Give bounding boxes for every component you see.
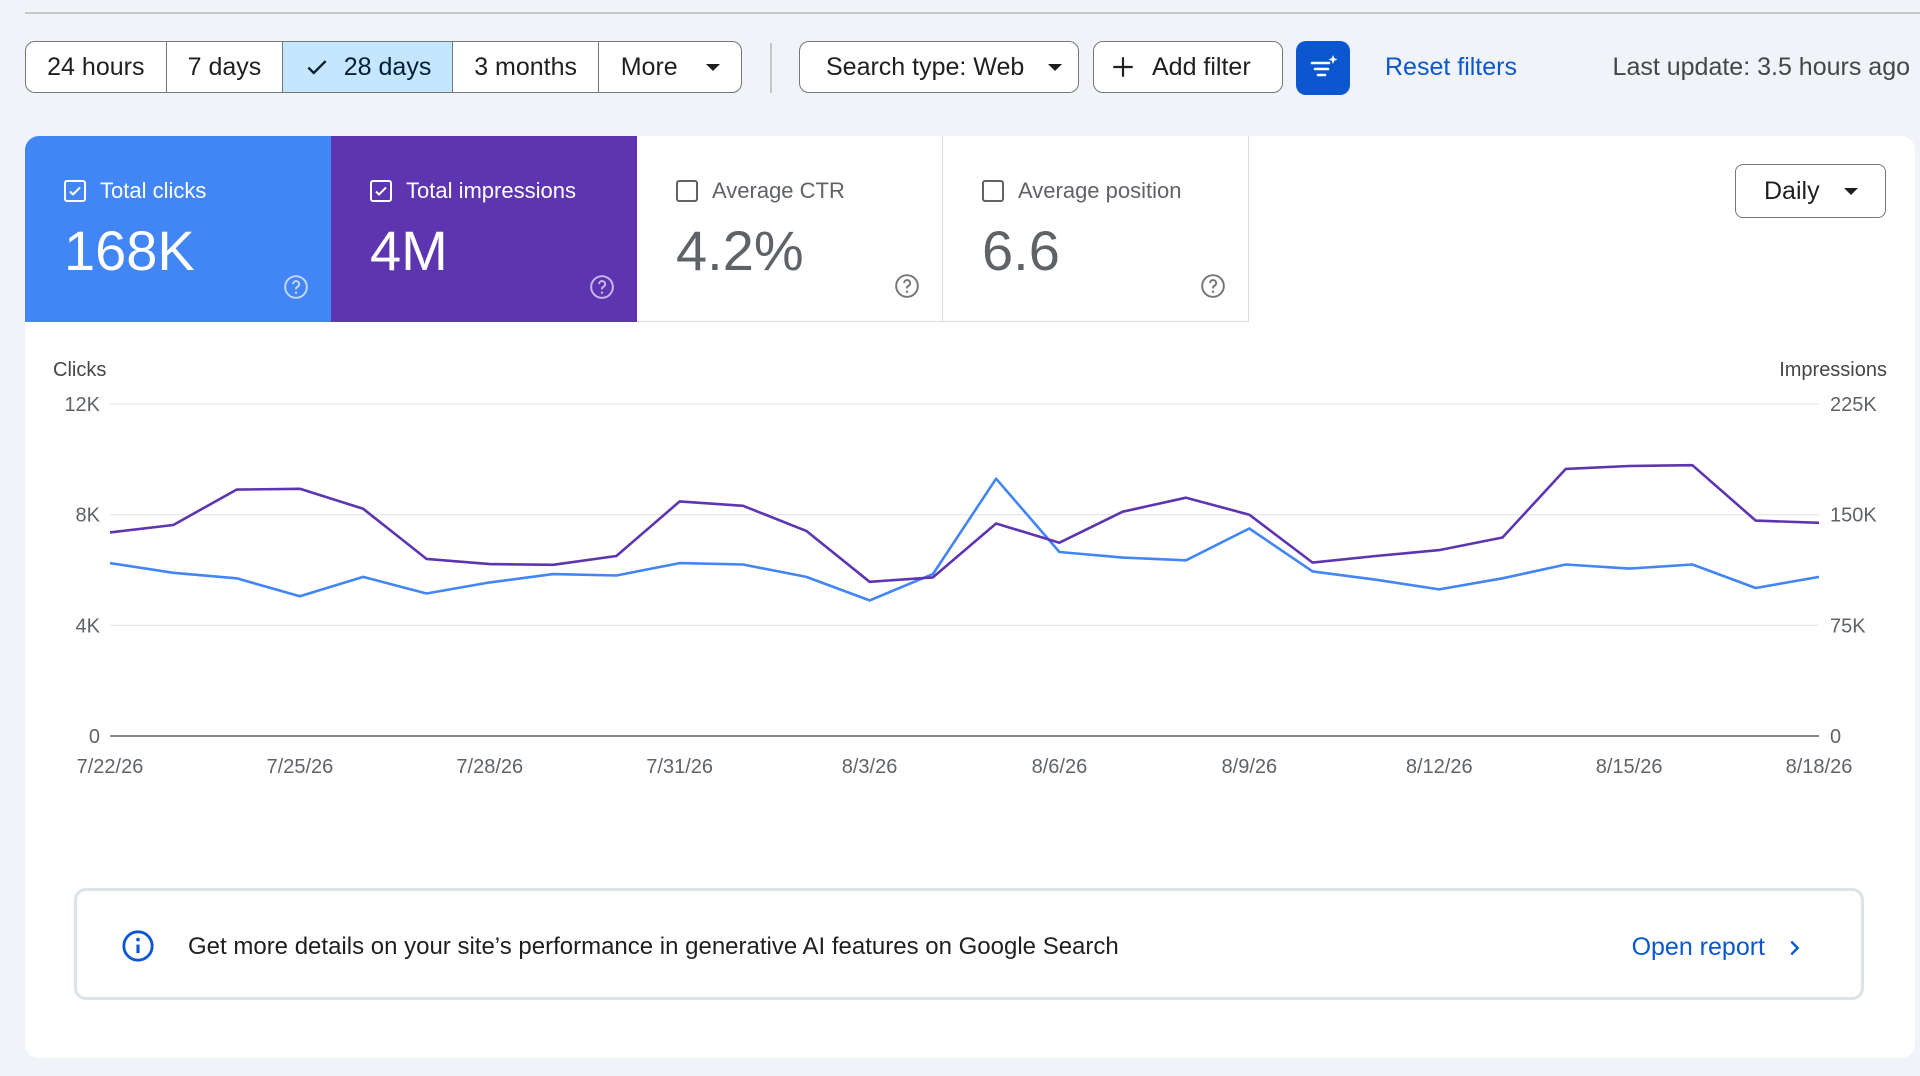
checkbox-unchecked-icon[interactable] xyxy=(982,180,1004,202)
date-range-selector: 24 hours 7 days 28 days 3 months More xyxy=(25,41,742,93)
range-label: 24 hours xyxy=(47,52,145,81)
metric-value: 168K xyxy=(64,219,195,282)
granularity-dropdown[interactable]: Daily xyxy=(1735,164,1886,218)
top-divider xyxy=(25,12,1920,14)
filter-sparkle-icon xyxy=(1310,55,1338,77)
performance-chart[interactable]: Clicks Impressions 0 0 4K 75K 8K 150K 12K 225K 7/2… xyxy=(25,136,1915,836)
chevron-down-icon xyxy=(1048,63,1063,71)
last-update-text: Last update: 3.5 hours ago xyxy=(1612,53,1910,81)
add-filter-label: Add filter xyxy=(1152,52,1251,81)
chevron-right-icon xyxy=(1790,940,1800,955)
toolbar-separator xyxy=(770,43,772,93)
series-line-clicks xyxy=(109,477,1820,602)
x-tick-label: 8/6/26 xyxy=(1032,756,1088,778)
metric-value: 6.6 xyxy=(982,219,1060,282)
checkbox-checked-icon[interactable] xyxy=(370,180,392,202)
y-tick-right: 0 xyxy=(1830,726,1841,748)
range-3-months-button[interactable]: 3 months xyxy=(453,42,600,92)
metric-label: Total clicks xyxy=(100,178,207,203)
checkbox-checked-icon[interactable] xyxy=(64,180,86,202)
search-type-dropdown[interactable]: Search type: Web xyxy=(799,41,1079,93)
range-28-days-button[interactable]: 28 days xyxy=(283,42,453,92)
range-label: 3 months xyxy=(474,52,578,81)
range-24-hours-button[interactable]: 24 hours xyxy=(26,42,167,92)
metric-average-ctr[interactable]: Average CTR 4.2% xyxy=(637,136,943,322)
more-label: More xyxy=(620,52,678,81)
chevron-down-icon xyxy=(1843,187,1858,195)
add-filter-button[interactable]: Add filter xyxy=(1093,41,1283,93)
x-tick-label: 7/22/26 xyxy=(77,756,144,778)
info-icon xyxy=(122,930,154,962)
reset-filters-link[interactable]: Reset filters xyxy=(1385,53,1517,81)
left-axis-title: Clicks xyxy=(53,359,106,381)
open-report-link[interactable]: Open report xyxy=(1632,933,1805,962)
x-tick-label: 7/28/26 xyxy=(456,756,523,778)
y-tick-right: 75K xyxy=(1830,615,1866,637)
x-tick-label: 7/31/26 xyxy=(646,756,713,778)
x-tick-label: 8/15/26 xyxy=(1596,756,1663,778)
open-report-label: Open report xyxy=(1631,933,1765,961)
help-icon[interactable] xyxy=(894,273,920,299)
banner-text: Get more details on your site’s performa… xyxy=(188,933,1119,960)
x-tick-label: 8/9/26 xyxy=(1222,756,1278,778)
filter-bar: 24 hours 7 days 28 days 3 months More Se… xyxy=(25,41,1920,95)
metric-value: 4.2% xyxy=(676,219,804,282)
series-line-impressions xyxy=(109,463,1820,584)
granularity-label: Daily xyxy=(1764,176,1820,205)
checkbox-unchecked-icon[interactable] xyxy=(676,180,698,202)
y-tick-left: 8K xyxy=(76,505,101,527)
ai-features-banner: Get more details on your site’s performa… xyxy=(74,888,1864,1000)
chevron-down-icon xyxy=(705,63,720,71)
y-tick-left: 4K xyxy=(76,615,101,637)
metric-average-position[interactable]: Average position 6.6 xyxy=(943,136,1249,322)
x-tick-label: 8/12/26 xyxy=(1406,756,1473,778)
more-ranges-dropdown[interactable]: More xyxy=(599,42,741,92)
y-tick-right: 150K xyxy=(1830,505,1877,527)
metric-label: Average position xyxy=(1018,178,1182,203)
metric-value: 4M xyxy=(370,219,448,282)
check-icon xyxy=(307,60,327,75)
x-tick-label: 8/18/26 xyxy=(1786,756,1853,778)
search-type-label: Search type: Web xyxy=(826,52,1025,81)
help-icon[interactable] xyxy=(589,274,615,300)
help-icon[interactable] xyxy=(283,274,309,300)
metric-label: Average CTR xyxy=(712,178,845,203)
plus-icon xyxy=(1113,57,1133,77)
performance-card: Total clicks 168K Total impressions 4M A… xyxy=(25,136,1915,1058)
x-tick-label: 8/3/26 xyxy=(842,756,898,778)
range-label: 28 days xyxy=(343,52,432,81)
metric-total-clicks[interactable]: Total clicks 168K xyxy=(25,136,331,322)
right-axis-title: Impressions xyxy=(1779,359,1887,381)
y-tick-right: 225K xyxy=(1830,394,1877,416)
range-7-days-button[interactable]: 7 days xyxy=(167,42,284,92)
y-tick-left: 12K xyxy=(64,394,100,416)
metric-total-impressions[interactable]: Total impressions 4M xyxy=(331,136,637,322)
y-tick-left: 0 xyxy=(89,726,100,748)
metric-label: Total impressions xyxy=(406,178,576,203)
help-icon[interactable] xyxy=(1200,273,1226,299)
x-tick-label: 7/25/26 xyxy=(267,756,334,778)
filter-settings-button[interactable] xyxy=(1296,41,1350,95)
range-label: 7 days xyxy=(187,52,262,81)
